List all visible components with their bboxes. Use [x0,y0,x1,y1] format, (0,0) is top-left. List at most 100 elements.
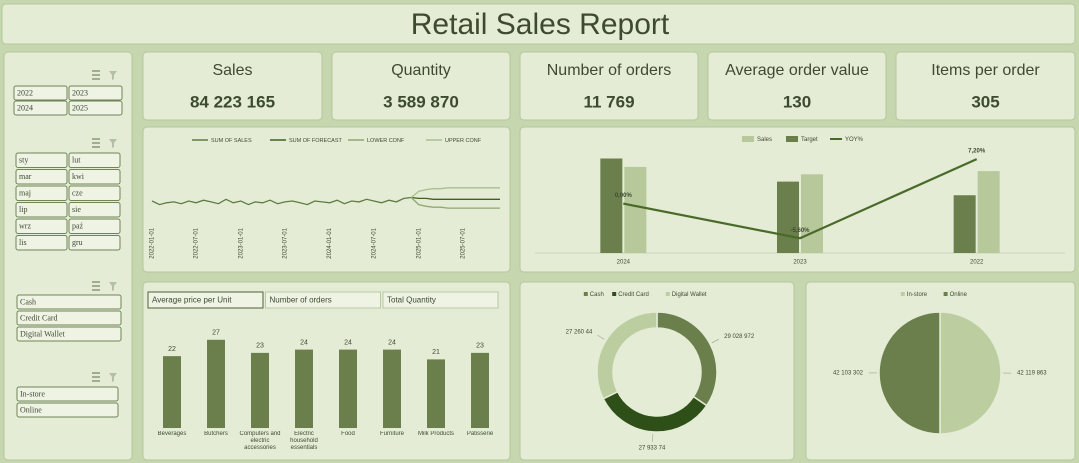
channel-button-box[interactable] [16,386,119,402]
year-button[interactable]: 2025 [68,100,123,116]
panel [519,281,795,461]
x-tick-label-box: Food [341,431,355,437]
year-button[interactable]: 2022 [13,85,68,101]
channel-button[interactable]: In-store [16,386,119,402]
bar [471,352,489,428]
channel-button-box[interactable] [16,402,119,418]
channel-button-label[interactable]: Online [20,405,42,414]
leader-line [652,433,654,442]
year-button-box[interactable] [13,100,68,116]
month-button-box[interactable] [15,218,68,234]
month-button-label[interactable]: kwi [72,172,85,181]
month-button[interactable]: sie [68,202,121,218]
tab-label[interactable]: Number of orders [270,296,332,305]
year-button[interactable]: 2024 [13,100,68,116]
month-button[interactable]: sty [15,152,68,168]
month-button-box[interactable] [15,202,68,218]
bar [953,195,976,253]
month-button-box[interactable] [68,152,121,168]
multi-select-icon [92,281,100,291]
data-label: 42 119 863 [1017,371,1047,377]
month-button[interactable]: mar [15,169,68,185]
month-button-label[interactable]: maj [19,189,31,198]
month-button[interactable]: lut [68,152,121,168]
x-tick-label: Beverages [157,431,187,437]
month-button[interactable]: wrz [15,218,68,234]
month-button-box[interactable] [68,218,121,234]
month-button-label[interactable]: mar [19,172,32,181]
payment-button-box[interactable] [16,294,122,310]
month-button-box[interactable] [68,202,121,218]
month-button-label[interactable]: cze [72,189,83,198]
x-tick-label-box: Milk Products [418,431,454,437]
month-button-label[interactable]: lis [19,238,27,247]
month-button-label[interactable]: lut [72,156,81,165]
month-button-box[interactable] [68,169,121,185]
payment-button-label[interactable]: Digital Wallet [20,329,66,338]
legend-label: Cash [590,292,604,298]
tab[interactable] [265,291,381,309]
bar [295,349,313,428]
data-label: 23 [476,343,484,350]
legend-swatch [612,292,617,296]
month-button-box[interactable] [15,185,68,201]
payment-button[interactable]: Credit Card [16,310,122,326]
channel-button-label[interactable]: In-store [20,389,45,398]
payment-button[interactable]: Digital Wallet [16,326,122,342]
tab-label[interactable]: Average price per Unit [152,296,232,305]
payment-button[interactable]: Cash [16,294,122,310]
month-button[interactable]: kwi [68,169,121,185]
bar [427,359,445,428]
kpi-value: 130 [783,92,811,111]
multi-select-icon [92,372,100,382]
data-label: 27 [212,330,220,337]
bar [977,171,1000,253]
legend-label: YOY% [845,137,864,143]
payment-button-label[interactable]: Cash [20,297,36,306]
tab[interactable] [147,291,264,309]
year-button-label[interactable]: 2025 [72,103,88,112]
channel-button[interactable]: Online [16,402,119,418]
kpi-value: 3 589 870 [383,92,459,111]
tab-label[interactable]: Total Quantity [387,296,436,305]
payment-button-box[interactable] [16,326,122,342]
year-button-box[interactable] [68,85,123,101]
pie-slice [939,311,1002,435]
month-button[interactable]: gru [68,235,121,251]
month-button[interactable]: cze [68,185,121,201]
month-button-box[interactable] [15,169,68,185]
month-button[interactable]: paź [68,218,121,234]
month-button-box[interactable] [68,185,121,201]
month-button-label[interactable]: paź [72,222,84,231]
month-button-label[interactable]: sie [72,205,81,214]
year-button-label[interactable]: 2023 [72,88,88,97]
year-button-box[interactable] [13,85,68,101]
panel [142,51,323,121]
multi-select-icon [92,138,100,148]
month-button-box[interactable] [15,152,68,168]
bar [207,339,225,428]
bar [801,174,823,253]
payment-button-label[interactable]: Credit Card [20,313,58,322]
data-label: 27 933 74 [639,445,666,451]
month-button-label[interactable]: gru [72,238,83,247]
year-button[interactable]: 2023 [68,85,123,101]
month-button-label[interactable]: wrz [19,222,31,231]
x-tick-label: 2022-07-01 [194,227,200,258]
month-button-box[interactable] [15,235,68,251]
month-button-box[interactable] [68,235,121,251]
payment-button-box[interactable] [16,310,122,326]
month-button-label[interactable]: sty [19,156,28,165]
legend-label: Online [950,292,968,298]
month-button[interactable]: lip [15,202,68,218]
month-button-label[interactable]: lip [19,205,27,214]
year-button-label[interactable]: 2024 [17,103,33,112]
legend-label: Credit Card [618,292,649,298]
year-button-box[interactable] [68,100,123,116]
month-button[interactable]: lis [15,235,68,251]
month-button[interactable]: maj [15,185,68,201]
year-button-label[interactable]: 2022 [17,88,33,97]
tab[interactable] [382,291,499,309]
